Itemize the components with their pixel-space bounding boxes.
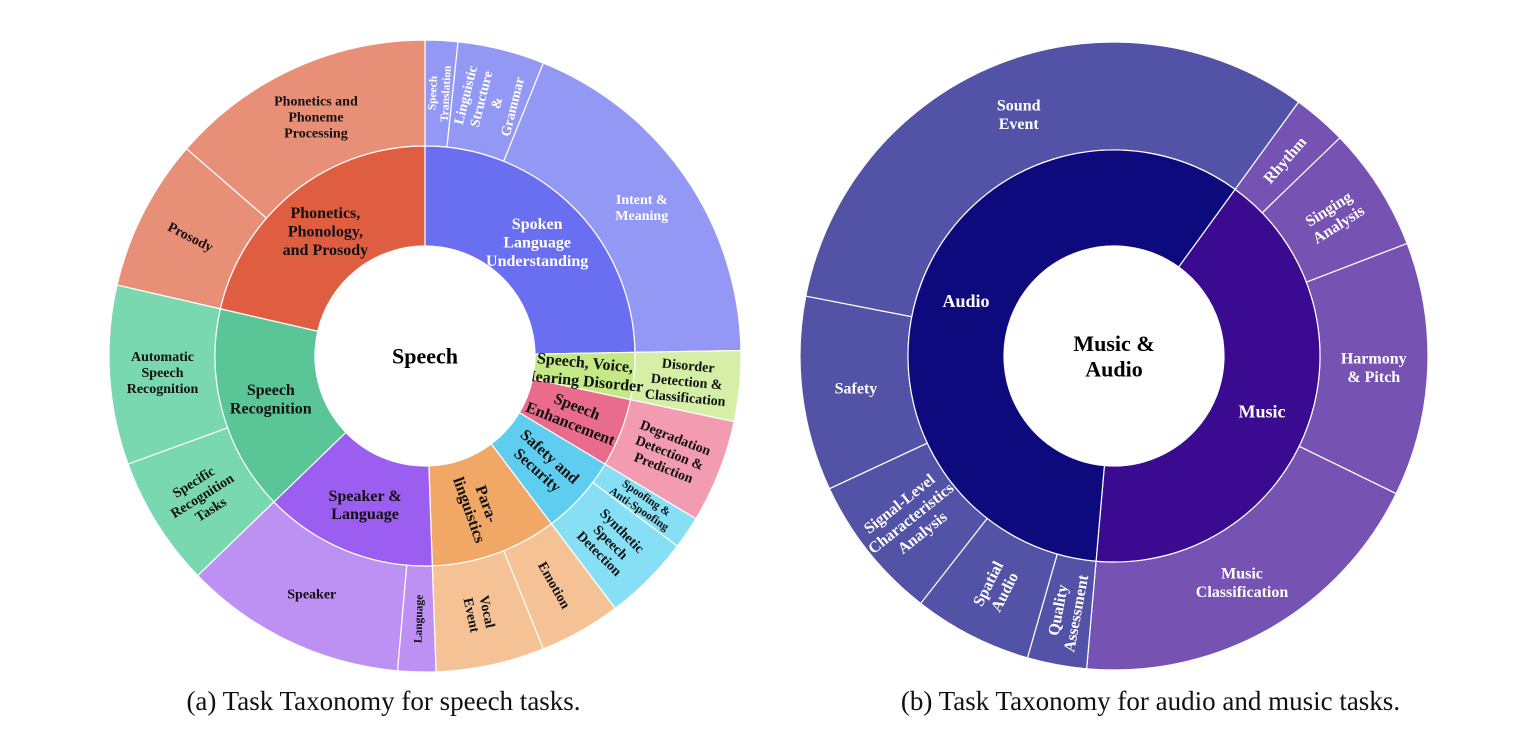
outer-ring-label-synthetic-speech-detection: SyntheticSpeechDetection (573, 506, 647, 580)
outer-ring-label-safety: Safety (835, 380, 878, 397)
outer-ring-label-music-classification: Music Classification (1196, 566, 1289, 601)
outer-ring-label-sound-event: Sound Event (997, 97, 1041, 132)
center-circle (315, 246, 535, 466)
outer-ring-label-intent-and-meaning: Intent & Meaning (615, 193, 668, 224)
outer-ring-label-automatic-speech-recognition: Automatic Speech Recognition (127, 350, 199, 397)
outer-ring-label-speech-translation: SpeechTranslation (426, 64, 454, 122)
inner-ring-label-speech-recognition: Speech Recognition (230, 382, 312, 417)
caption-b: (b) Task Taxonomy for audio and music ta… (900, 686, 1401, 716)
outer-ring-label-harmony-and-pitch: Harmony & Pitch (1341, 351, 1407, 386)
sunburst-chart-speech: SpeechTranslationLinguisticStructure&Gra… (108, 39, 742, 673)
inner-ring-label-music: Music (1238, 402, 1285, 422)
caption-a: (a) Task Taxonomy for speech tasks. (186, 686, 581, 716)
inner-ring-label-speaker-and-language: Speaker & Language (329, 488, 402, 523)
outer-ring-label-speaker: Speaker (287, 587, 336, 602)
center-circle (1004, 246, 1224, 466)
outer-ring-label-language: Language (413, 595, 426, 644)
inner-ring-label-audio: Audio (942, 291, 989, 311)
inner-ring-label-phonetics-phonology-and-prosody: Phonetics, Phonology, and Prosody (283, 205, 369, 259)
figure-b-audio-music-taxonomy: Rhythm SingingAnalysis Harmony & Pitch Music… (767, 0, 1534, 744)
figure-a-speech-taxonomy: SpeechTranslation LinguisticStructure&Gra… (108, 39, 742, 716)
center-label: Music & Audio (1073, 331, 1154, 381)
center-label: Speech (392, 344, 458, 369)
outer-ring-label-phonetics-and-phoneme-processing: Phonetics and Phoneme Processing (274, 94, 358, 141)
outer-ring-label-vocal-event: VocalEvent (459, 593, 497, 634)
inner-ring-label-spoken-language-understanding: Spoken Language Understanding (486, 216, 588, 270)
